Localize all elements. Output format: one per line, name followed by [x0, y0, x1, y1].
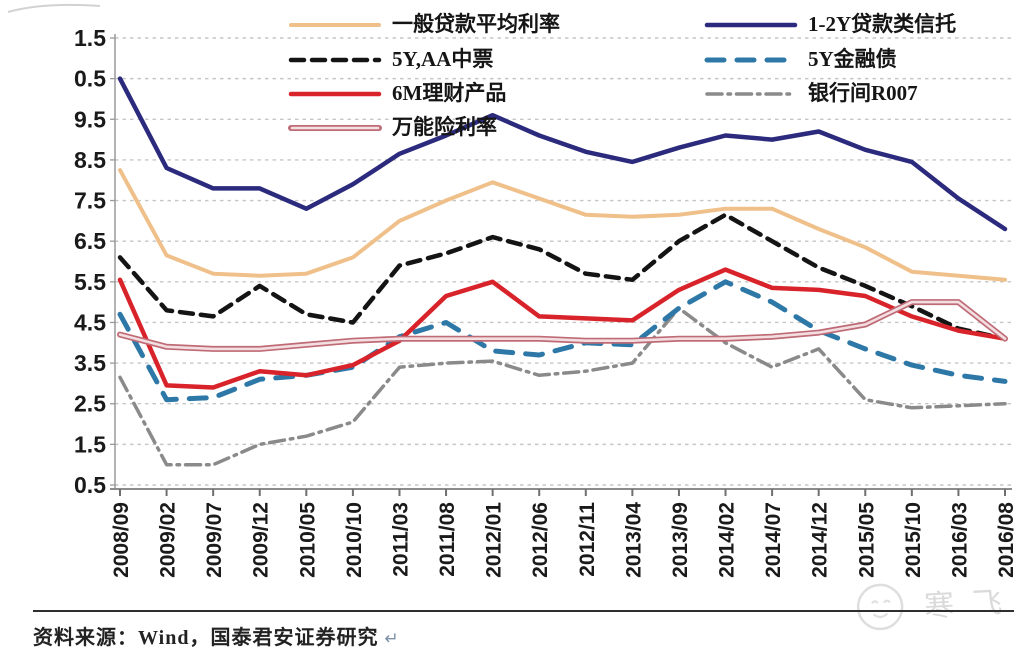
legend-label: 5Y金融债: [808, 47, 897, 71]
x-tick-label: 2010/05: [296, 502, 319, 578]
x-tick-label: 2014/12: [809, 502, 832, 578]
legend-label: 一般贷款平均利率: [392, 12, 560, 36]
legend-item-loan-avg-rate: 一般贷款平均利率: [287, 14, 560, 35]
legend-item-universal-ins: 万能险利率: [287, 117, 497, 138]
y-tick-label: 4.5: [74, 309, 106, 335]
x-tick-label: 2014/07: [762, 502, 785, 578]
source-note: 资料来源：Wind，国泰君安证券研究: [33, 627, 379, 649]
x-tick-label: 2009/07: [203, 502, 226, 578]
x-tick-label: 2009/12: [250, 502, 273, 578]
x-tick-label: 2008/09: [110, 502, 133, 578]
series-line-inner-universal-ins: [118, 300, 1007, 351]
legend-item-r007: 银行间R007: [703, 83, 918, 104]
return-mark-icon: ↵: [384, 629, 399, 649]
y-tick-label: 0.5: [74, 472, 106, 498]
legend-item-trust-1-2y: 1-2Y贷款类信托: [703, 14, 956, 35]
x-tick-label: 2015/05: [855, 502, 878, 578]
loan-avg-rate-legend-swatch-icon: [289, 22, 381, 27]
legend-label: 1-2Y贷款类信托: [808, 12, 957, 36]
universal-ins-legend-swatch-icon: [288, 124, 382, 131]
y-tick-label: 1.5: [74, 431, 106, 457]
legend-label: 万能险利率: [392, 115, 497, 139]
line-chart-canvas: 1.50.59.58.57.56.55.54.53.52.51.50.52008…: [74, 25, 1018, 578]
x-tick-label: 2014/02: [716, 502, 739, 578]
x-tick-label: 2009/02: [157, 502, 180, 578]
x-tick-label: 2016/08: [995, 502, 1018, 578]
series-line-universal-ins: [117, 299, 1008, 352]
x-tick-label: 2013/04: [622, 502, 645, 578]
x-tick-label: 2010/10: [343, 502, 366, 578]
y-tick-label: 2.5: [74, 391, 106, 417]
series-line-r007: [118, 306, 1007, 467]
series-line-loan-avg-rate: [118, 168, 1007, 282]
y-tick-label: 6.5: [74, 228, 106, 254]
x-tick-label: 2011/03: [389, 502, 412, 577]
series-line-wmp-6m: [117, 267, 1008, 390]
r007-legend-swatch-icon: [705, 91, 797, 96]
legend-item-fin-bond-5y: 5Y金融债: [703, 49, 897, 70]
x-tick-label: 2015/10: [902, 502, 925, 578]
x-tick-label: 2011/08: [436, 502, 459, 577]
x-tick-label: 2012/06: [529, 502, 552, 578]
y-tick-label: 8.5: [74, 147, 106, 173]
legend-item-wmp-6m: 6M理财产品: [287, 83, 506, 104]
y-tick-label: 0.5: [74, 66, 106, 92]
series-line-trust-1-2y: [117, 76, 1008, 232]
legend-item-aa-mtn-5y: 5Y,AA中票: [287, 49, 493, 70]
y-tick-label: 3.5: [74, 350, 106, 376]
y-tick-label: 9.5: [74, 106, 106, 132]
x-tick-label: 2016/03: [948, 502, 971, 578]
y-tick-label: 7.5: [74, 188, 106, 214]
wmp-6m-legend-swatch-icon: [288, 91, 382, 96]
stray-mark: [7, 3, 101, 13]
legend-label: 银行间R007: [808, 81, 918, 105]
series-line-aa-mtn-5y: [117, 212, 1008, 341]
trust-1-2y-legend-swatch-icon: [704, 22, 798, 27]
fin-bond-5y-legend-swatch-icon: [704, 57, 798, 62]
series-line-fin-bond-5y: [117, 279, 1008, 403]
legend-label: 6M理财产品: [392, 81, 507, 105]
legend-label: 5Y,AA中票: [392, 47, 494, 71]
source-block: 资料来源：Wind，国泰君安证券研究 ↵: [33, 610, 1014, 650]
aa-mtn-5y-legend-swatch-icon: [288, 57, 382, 62]
x-tick-label: 2012/01: [483, 502, 506, 578]
y-tick-label: 5.5: [74, 269, 106, 295]
x-tick-label: 2013/09: [669, 502, 692, 578]
y-tick-label: 1.5: [74, 25, 106, 51]
x-tick-label: 2012/11: [576, 502, 599, 577]
